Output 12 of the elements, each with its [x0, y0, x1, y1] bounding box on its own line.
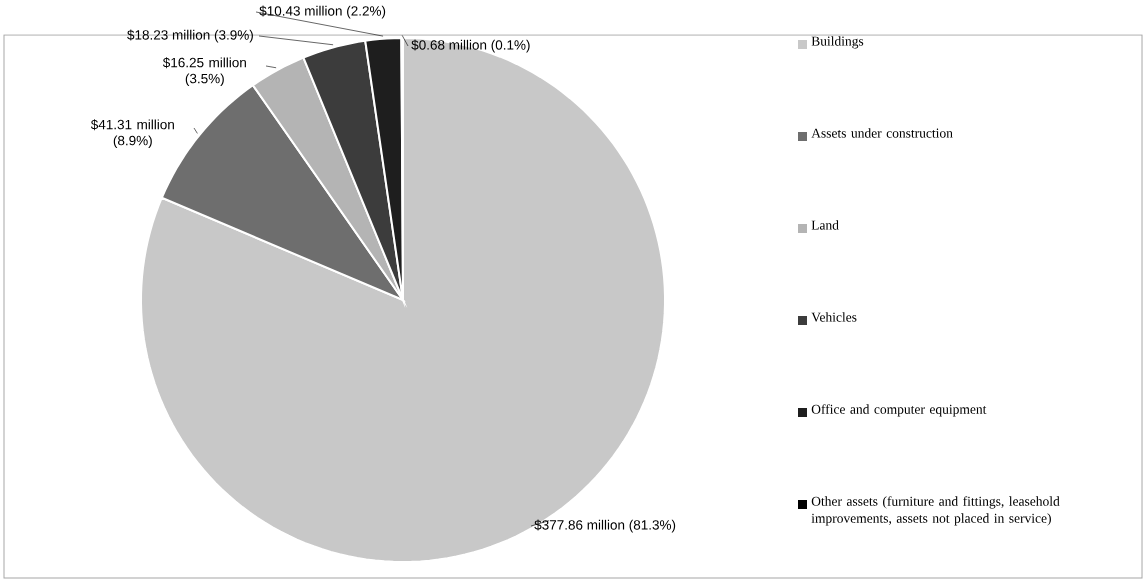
data-label: $18.23 million (3.9%): [127, 29, 253, 43]
data-label: $16.25 million (3.5%): [162, 57, 246, 86]
legend-label: Buildings: [811, 36, 864, 49]
legend-label: Land: [811, 220, 839, 230]
data-label: $10.43 million (2.2%): [259, 5, 386, 19]
data-label: $0.68 million (0.1%): [411, 39, 530, 53]
legend-label: Vehicles: [811, 312, 857, 322]
data-label: $377.86 million (81.3%): [534, 519, 676, 533]
data-label: $41.31 million (8.9%): [90, 119, 174, 148]
legend-label: Other assets (furniture and fittings, leasehold improvements, assets not placed in service): [811, 496, 1060, 526]
legend-label: Assets under construction: [811, 128, 953, 138]
legend-label: Office and computer equipment: [811, 404, 987, 417]
